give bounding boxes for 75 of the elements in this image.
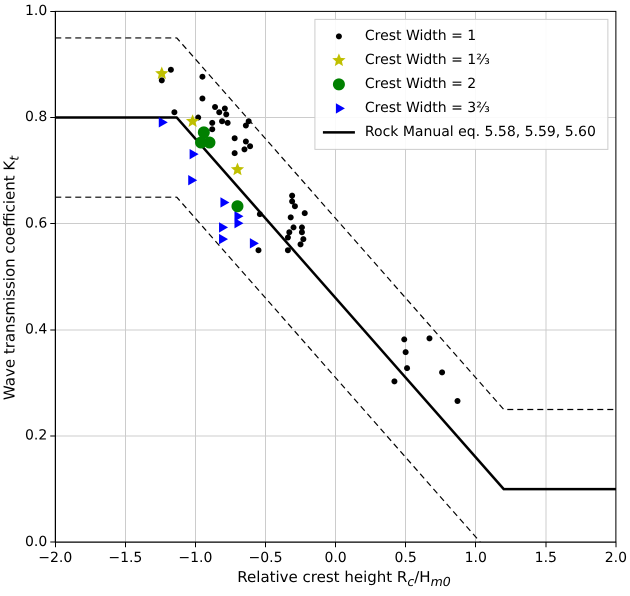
point — [224, 120, 231, 126]
legend-label: Rock Manual eq. 5.58, 5.59, 5.60 — [364, 124, 596, 140]
point — [219, 118, 226, 124]
point — [298, 229, 305, 236]
point — [234, 218, 244, 228]
point — [402, 349, 409, 356]
x-tick-label: 2.0 — [604, 550, 627, 566]
point — [454, 398, 460, 404]
x-tick-label: 1.5 — [534, 550, 557, 566]
x-tick-label: 0.0 — [324, 550, 347, 566]
point — [289, 192, 296, 199]
legend-label: Crest Width = 1 — [364, 28, 476, 44]
point — [247, 143, 254, 150]
point — [298, 241, 304, 248]
legend-label: Crest Width = 3⅔ — [364, 100, 490, 116]
point — [155, 66, 168, 80]
point — [256, 211, 263, 218]
point — [391, 378, 398, 384]
point — [298, 224, 305, 230]
x-tick-label: −1.0 — [178, 550, 212, 566]
point — [255, 247, 262, 254]
x-tick-label: 1.0 — [464, 550, 487, 566]
point — [230, 162, 244, 176]
point — [231, 200, 244, 212]
point — [290, 224, 297, 230]
x-tick-label: −2.0 — [38, 550, 72, 566]
point — [223, 111, 230, 118]
point — [158, 117, 168, 128]
point — [199, 74, 206, 80]
point — [219, 234, 228, 244]
point — [190, 148, 199, 160]
point — [289, 198, 296, 204]
point — [186, 114, 200, 127]
x-axis-title: Relative crest height R$_{c}$/H$_{m0}$ — [236, 568, 452, 589]
point — [242, 138, 249, 144]
point — [300, 236, 306, 242]
point — [439, 369, 446, 376]
point — [286, 229, 292, 236]
point — [188, 175, 198, 186]
y-tick-label: 0.8 — [25, 109, 48, 126]
x-tick-label: −0.5 — [248, 550, 282, 566]
point — [222, 106, 228, 112]
point — [302, 210, 308, 216]
legend-label: Crest Width = 1⅔ — [364, 52, 490, 68]
legend-label: Crest Width = 2 — [364, 76, 476, 92]
point — [242, 122, 249, 129]
point — [158, 77, 165, 84]
x-tick-label: 0.5 — [394, 550, 417, 566]
point — [209, 126, 216, 132]
y-tick-label: 0.0 — [25, 534, 48, 550]
y-tick-label: 0.6 — [25, 215, 48, 232]
point — [284, 234, 291, 241]
point — [220, 197, 230, 208]
point — [426, 335, 432, 342]
y-tick-label: 1.0 — [25, 3, 48, 20]
point — [401, 336, 408, 342]
point — [171, 109, 178, 116]
y-tick-label: 0.2 — [25, 428, 48, 444]
point — [232, 135, 238, 142]
point — [292, 203, 298, 210]
point — [232, 150, 238, 156]
point — [198, 126, 210, 138]
x-tick-label: −1.5 — [108, 550, 142, 566]
point — [168, 66, 174, 73]
point — [404, 365, 410, 372]
point — [288, 214, 294, 220]
point — [209, 120, 216, 126]
point — [250, 238, 259, 249]
point — [284, 247, 291, 254]
point — [219, 222, 228, 233]
point — [216, 109, 222, 116]
point — [212, 104, 218, 110]
point — [199, 95, 206, 102]
point — [241, 146, 248, 152]
y-tick-label: 0.4 — [25, 322, 48, 338]
